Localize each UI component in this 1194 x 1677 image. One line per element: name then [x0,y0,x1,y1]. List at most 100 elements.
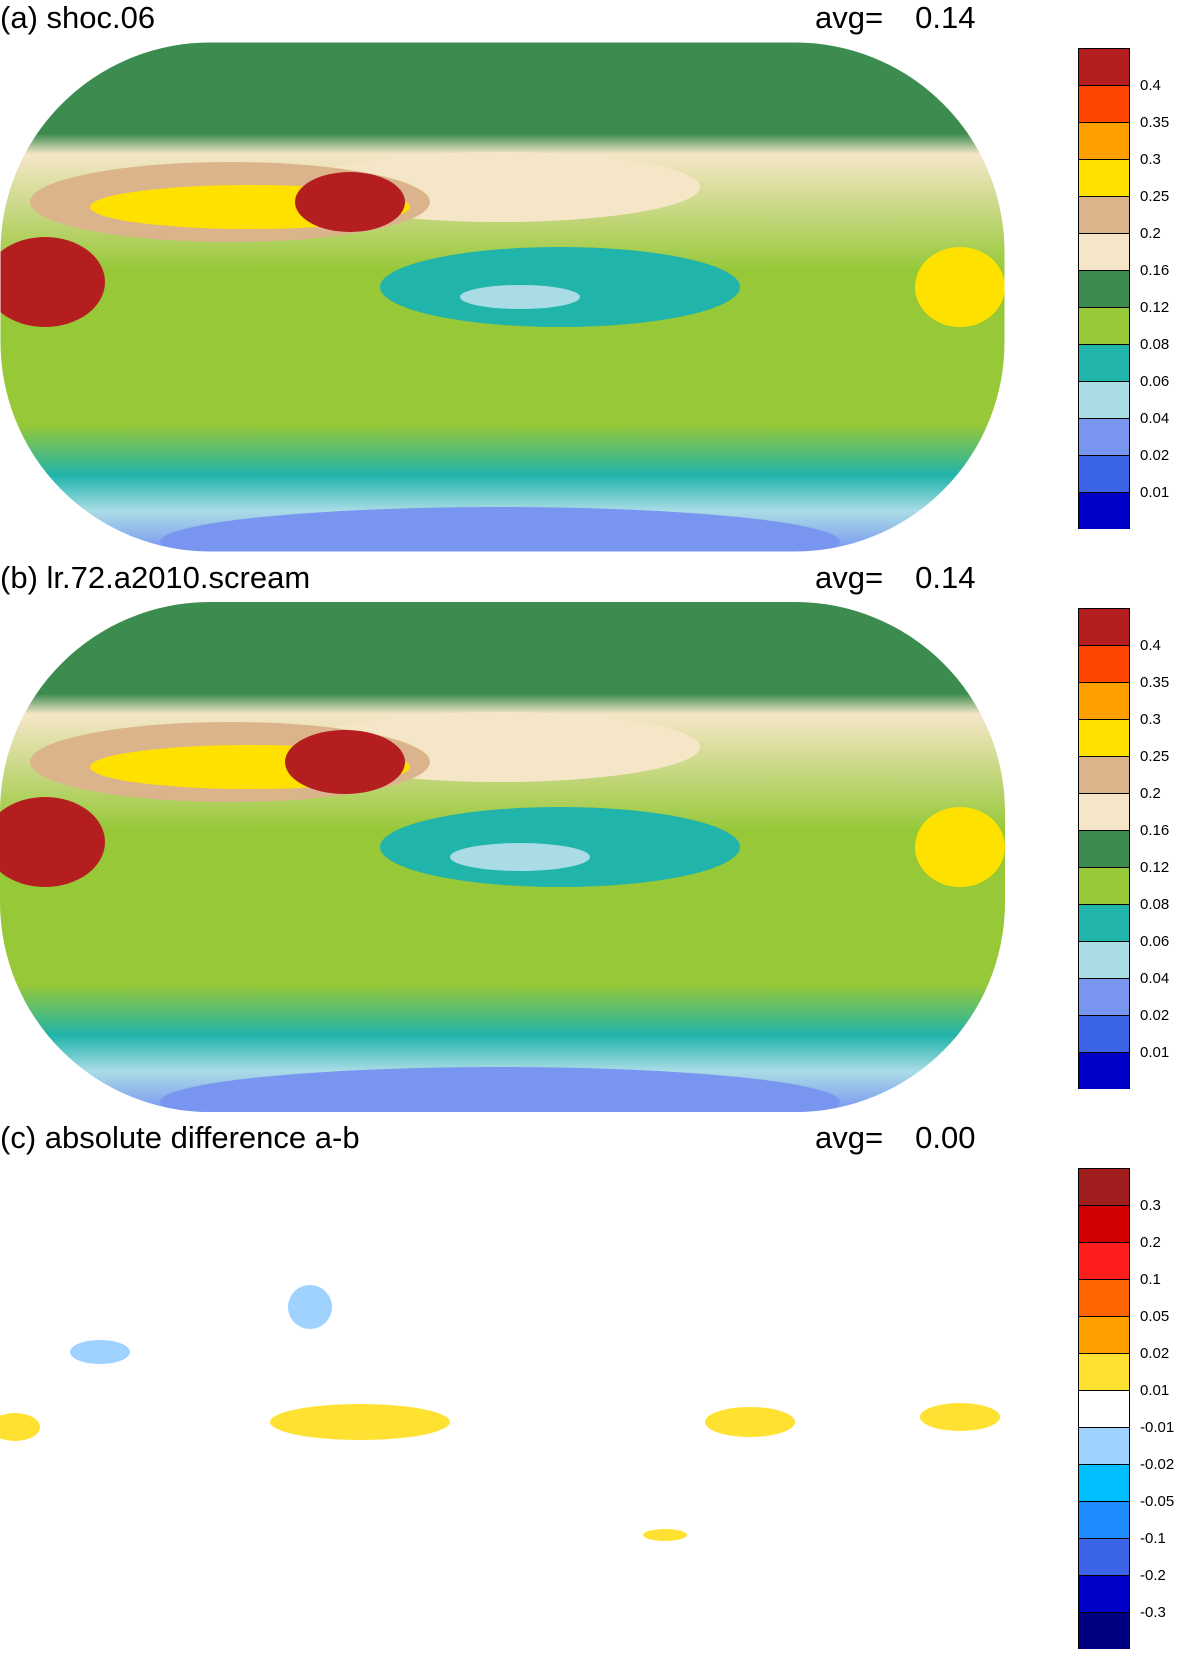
difference-patch [705,1407,795,1437]
panel-title: (a) shoc.06 [0,0,156,35]
east-asia-max [295,172,405,232]
colorbar-tick-label: 0.2 [1140,1234,1161,1251]
tropics-band [450,843,590,871]
sahara-max [0,797,105,887]
colorbar-swatch [1078,1015,1130,1052]
colorbar-tick-label: 0.08 [1140,896,1170,913]
colorbar-tick-label: 0.35 [1140,114,1170,131]
difference-patch [270,1404,450,1440]
colorbar-tick-label: 0.04 [1140,410,1170,427]
colorbar: 0.4 0.35 0.3 0.25 0.2 0.16 0.12 0.08 0.06 0.04 0.0… [1078,48,1169,529]
difference-patch [643,1529,687,1541]
antarctic-band [160,507,840,552]
panel-title: (b) lr.72.a2010.scream [0,560,311,595]
tropics-band [380,247,740,327]
colorbar-swatch [1078,1427,1130,1464]
colorbar-swatch [1078,793,1130,830]
colorbar-swatch [1078,608,1130,645]
colorbar-swatch [1078,941,1130,978]
tropics-band [460,285,580,309]
avg-value: 0.00 [915,1120,976,1155]
colorbar-tick-label: 0.02 [1140,1007,1170,1024]
colorbar-swatch [1078,1168,1130,1205]
colorbar-tick-label: 0.4 [1140,637,1161,654]
avg-value: 0.14 [915,0,976,35]
colorbar-swatch [1078,307,1130,344]
colorbar-tick-label: 0.12 [1140,299,1170,316]
atlantic-band [915,807,1005,887]
colorbar-tick-label: 0.01 [1140,1044,1170,1061]
antarctic-band [160,1067,840,1112]
map-background [0,1162,1005,1672]
map-plot [0,602,1005,1112]
difference-patch [0,1413,40,1441]
panel-average: avg= 0.00 [815,1120,975,1156]
map-plot [0,42,1005,552]
panel-c: (c) absolute difference a-b avg= 0.00 0.3… [0,1120,1194,1677]
colorbar-tick-label: 0.01 [1140,1382,1170,1399]
colorbar-swatch [1078,645,1130,682]
colorbar-tick-label: 0.25 [1140,748,1170,765]
colorbar-swatch [1078,1205,1130,1242]
atlantic-band [915,247,1005,327]
colorbar-tick-label: 0.06 [1140,933,1170,950]
avg-label: avg= [815,0,884,35]
panel-b: (b) lr.72.a2010.scream avg= 0.14 0.4 [0,560,1194,1120]
colorbar-tick-label: 0.3 [1140,151,1161,168]
colorbar-tick-label: 0.1 [1140,1271,1161,1288]
colorbar-tick-label: 0.02 [1140,1345,1170,1362]
colorbar-tick-label: -0.02 [1140,1456,1175,1473]
colorbar-tick-label: 0.4 [1140,77,1161,94]
colorbar-tick-label: -0.05 [1140,1493,1175,1510]
colorbar-swatch [1078,978,1130,1015]
colorbar-swatch [1078,1501,1130,1538]
colorbar-tick-label: 0.02 [1140,447,1170,464]
colorbar-swatch [1078,270,1130,307]
colorbar-swatch [1078,196,1130,233]
colorbar-swatch [1078,1575,1130,1612]
difference-patch [288,1285,332,1329]
colorbar-swatch [1078,455,1130,492]
colorbar-tick-label: 0.2 [1140,785,1161,802]
difference-patch [70,1340,130,1364]
panel-a: (a) shoc.06 avg= 0.14 0.4 0.35 0. [0,0,1194,560]
colorbar-swatch [1078,492,1130,529]
colorbar-tick-label: 0.16 [1140,822,1170,839]
colorbar-tick-label: -0.3 [1140,1604,1166,1621]
colorbar-tick-label: -0.01 [1140,1419,1175,1436]
avg-label: avg= [815,1120,884,1155]
colorbar-swatch [1078,233,1130,270]
avg-label: avg= [815,560,884,595]
colorbar-swatch [1078,1353,1130,1390]
colorbar-swatch [1078,1538,1130,1575]
colorbar-tick-label: 0.25 [1140,188,1170,205]
colorbar-swatch [1078,904,1130,941]
colorbar-tick-label: 0.06 [1140,373,1170,390]
colorbar: 0.4 0.35 0.3 0.25 0.2 0.16 0.12 0.08 0.06 0.04 0.0… [1078,608,1169,1089]
colorbar-tick-label: 0.35 [1140,674,1170,691]
colorbar-swatch [1078,867,1130,904]
colorbar-swatch [1078,159,1130,196]
colorbar-tick-label: -0.2 [1140,1567,1166,1584]
colorbar-swatch [1078,830,1130,867]
colorbar-tick-label: -0.1 [1140,1530,1166,1547]
colorbar-swatch [1078,1052,1130,1089]
colorbar-swatch [1078,344,1130,381]
colorbar-tick-label: 0.16 [1140,262,1170,279]
colorbar-swatch [1078,122,1130,159]
sahara-max [0,237,105,327]
avg-value: 0.14 [915,560,976,595]
colorbar-swatch [1078,1279,1130,1316]
colorbar-swatch [1078,1390,1130,1427]
colorbar-swatch [1078,85,1130,122]
colorbar-tick-label: 0.08 [1140,336,1170,353]
map-plot [0,1162,1005,1672]
colorbar-swatch [1078,418,1130,455]
colorbar-swatch [1078,381,1130,418]
colorbar-tick-label: 0.2 [1140,225,1161,242]
colorbar-swatch [1078,1316,1130,1353]
colorbar-tick-label: 0.05 [1140,1308,1170,1325]
panel-title: (c) absolute difference a-b [0,1120,360,1155]
colorbar-swatch [1078,48,1130,85]
colorbar-swatch [1078,1464,1130,1501]
